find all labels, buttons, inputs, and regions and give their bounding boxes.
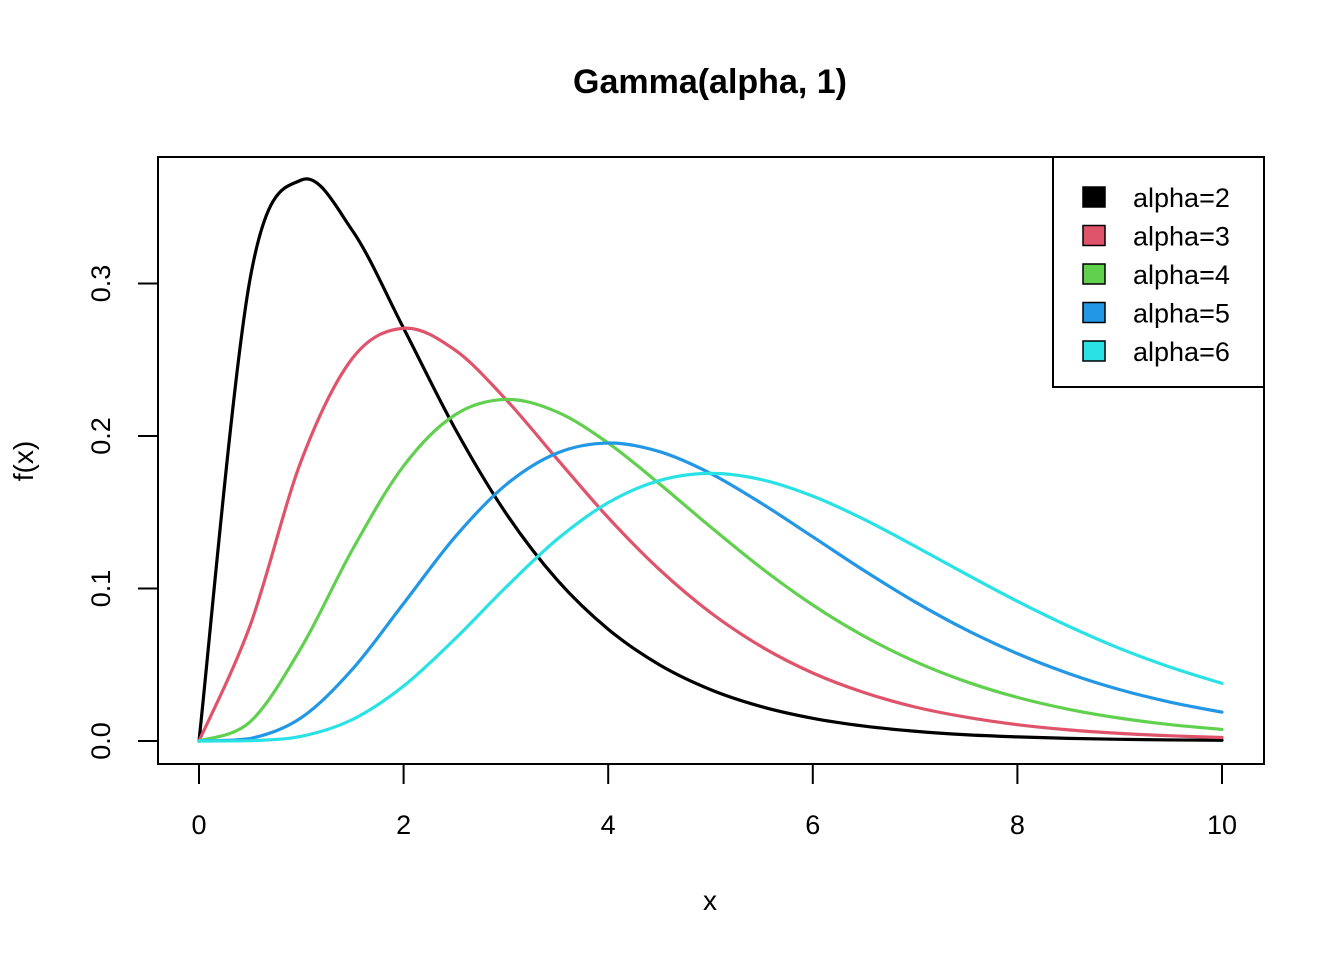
x-tick-label: 6	[805, 810, 820, 840]
series-line-alpha-6	[197, 471, 1224, 743]
legend-swatch	[1082, 263, 1106, 285]
y-axis-label: f(x)	[8, 441, 39, 481]
y-tick-label: 0.3	[86, 265, 116, 303]
x-tick-label: 0	[191, 810, 206, 840]
y-tick-label: 0.1	[86, 570, 116, 608]
y-axis: 0.0 0.1 0.2 0.3	[86, 265, 159, 760]
x-tick-label: 4	[601, 810, 616, 840]
legend-swatch	[1082, 340, 1106, 362]
x-axis-label: x	[703, 885, 717, 916]
chart-title: Gamma(alpha, 1)	[573, 63, 847, 101]
x-tick-label: 8	[1010, 810, 1025, 840]
legend-label: alpha=5	[1133, 299, 1230, 329]
series-line-alpha-4	[197, 397, 1224, 743]
legend-label: alpha=6	[1133, 337, 1230, 367]
y-tick-label: 0.2	[86, 417, 116, 455]
legend-label: alpha=2	[1133, 183, 1230, 213]
series-line-alpha-3	[197, 326, 1224, 743]
legend-label: alpha=3	[1133, 222, 1230, 252]
legend-label: alpha=4	[1133, 260, 1230, 290]
series-line-alpha-5	[197, 441, 1224, 743]
legend-swatch	[1082, 186, 1106, 208]
legend-swatch	[1082, 301, 1106, 324]
legend: alpha=2 alpha=3 alpha=4 alpha=5 alpha=6	[1052, 156, 1265, 388]
legend-swatch	[1082, 224, 1106, 247]
series-line-alpha-2	[197, 177, 1224, 743]
y-tick-label: 0.0	[86, 722, 116, 760]
x-axis: 0 2 4 6 8 10	[191, 763, 1237, 840]
x-tick-label: 2	[396, 810, 411, 840]
x-tick-label: 10	[1207, 810, 1237, 840]
series-layer	[197, 177, 1224, 743]
